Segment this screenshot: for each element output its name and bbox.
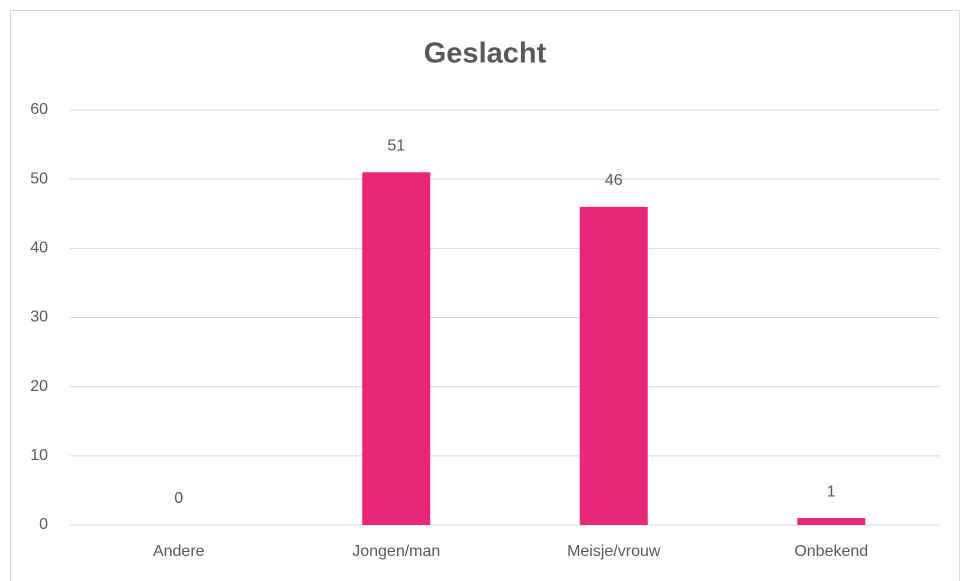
bar bbox=[579, 206, 648, 526]
chart-title: Geslacht bbox=[424, 38, 547, 70]
x-tick-label: Andere bbox=[153, 543, 205, 560]
data-label: 51 bbox=[387, 137, 405, 154]
y-tick-label: 60 bbox=[30, 101, 48, 118]
bar bbox=[362, 172, 431, 525]
data-label: 1 bbox=[827, 483, 836, 500]
y-tick-label: 10 bbox=[30, 447, 48, 464]
bar bbox=[797, 518, 866, 525]
data-label: 46 bbox=[605, 172, 623, 189]
x-tick-label: Onbekend bbox=[794, 543, 868, 560]
y-tick-label: 30 bbox=[30, 309, 48, 326]
chart-frame bbox=[10, 10, 960, 581]
data-label: 0 bbox=[174, 490, 183, 507]
y-tick-label: 40 bbox=[30, 240, 48, 257]
x-tick-label: Jongen/man bbox=[352, 543, 440, 560]
x-tick-label: Meisje/vrouw bbox=[567, 543, 661, 560]
y-tick-label: 0 bbox=[39, 516, 48, 533]
y-tick-label: 50 bbox=[30, 170, 48, 187]
y-tick-label: 20 bbox=[30, 378, 48, 395]
